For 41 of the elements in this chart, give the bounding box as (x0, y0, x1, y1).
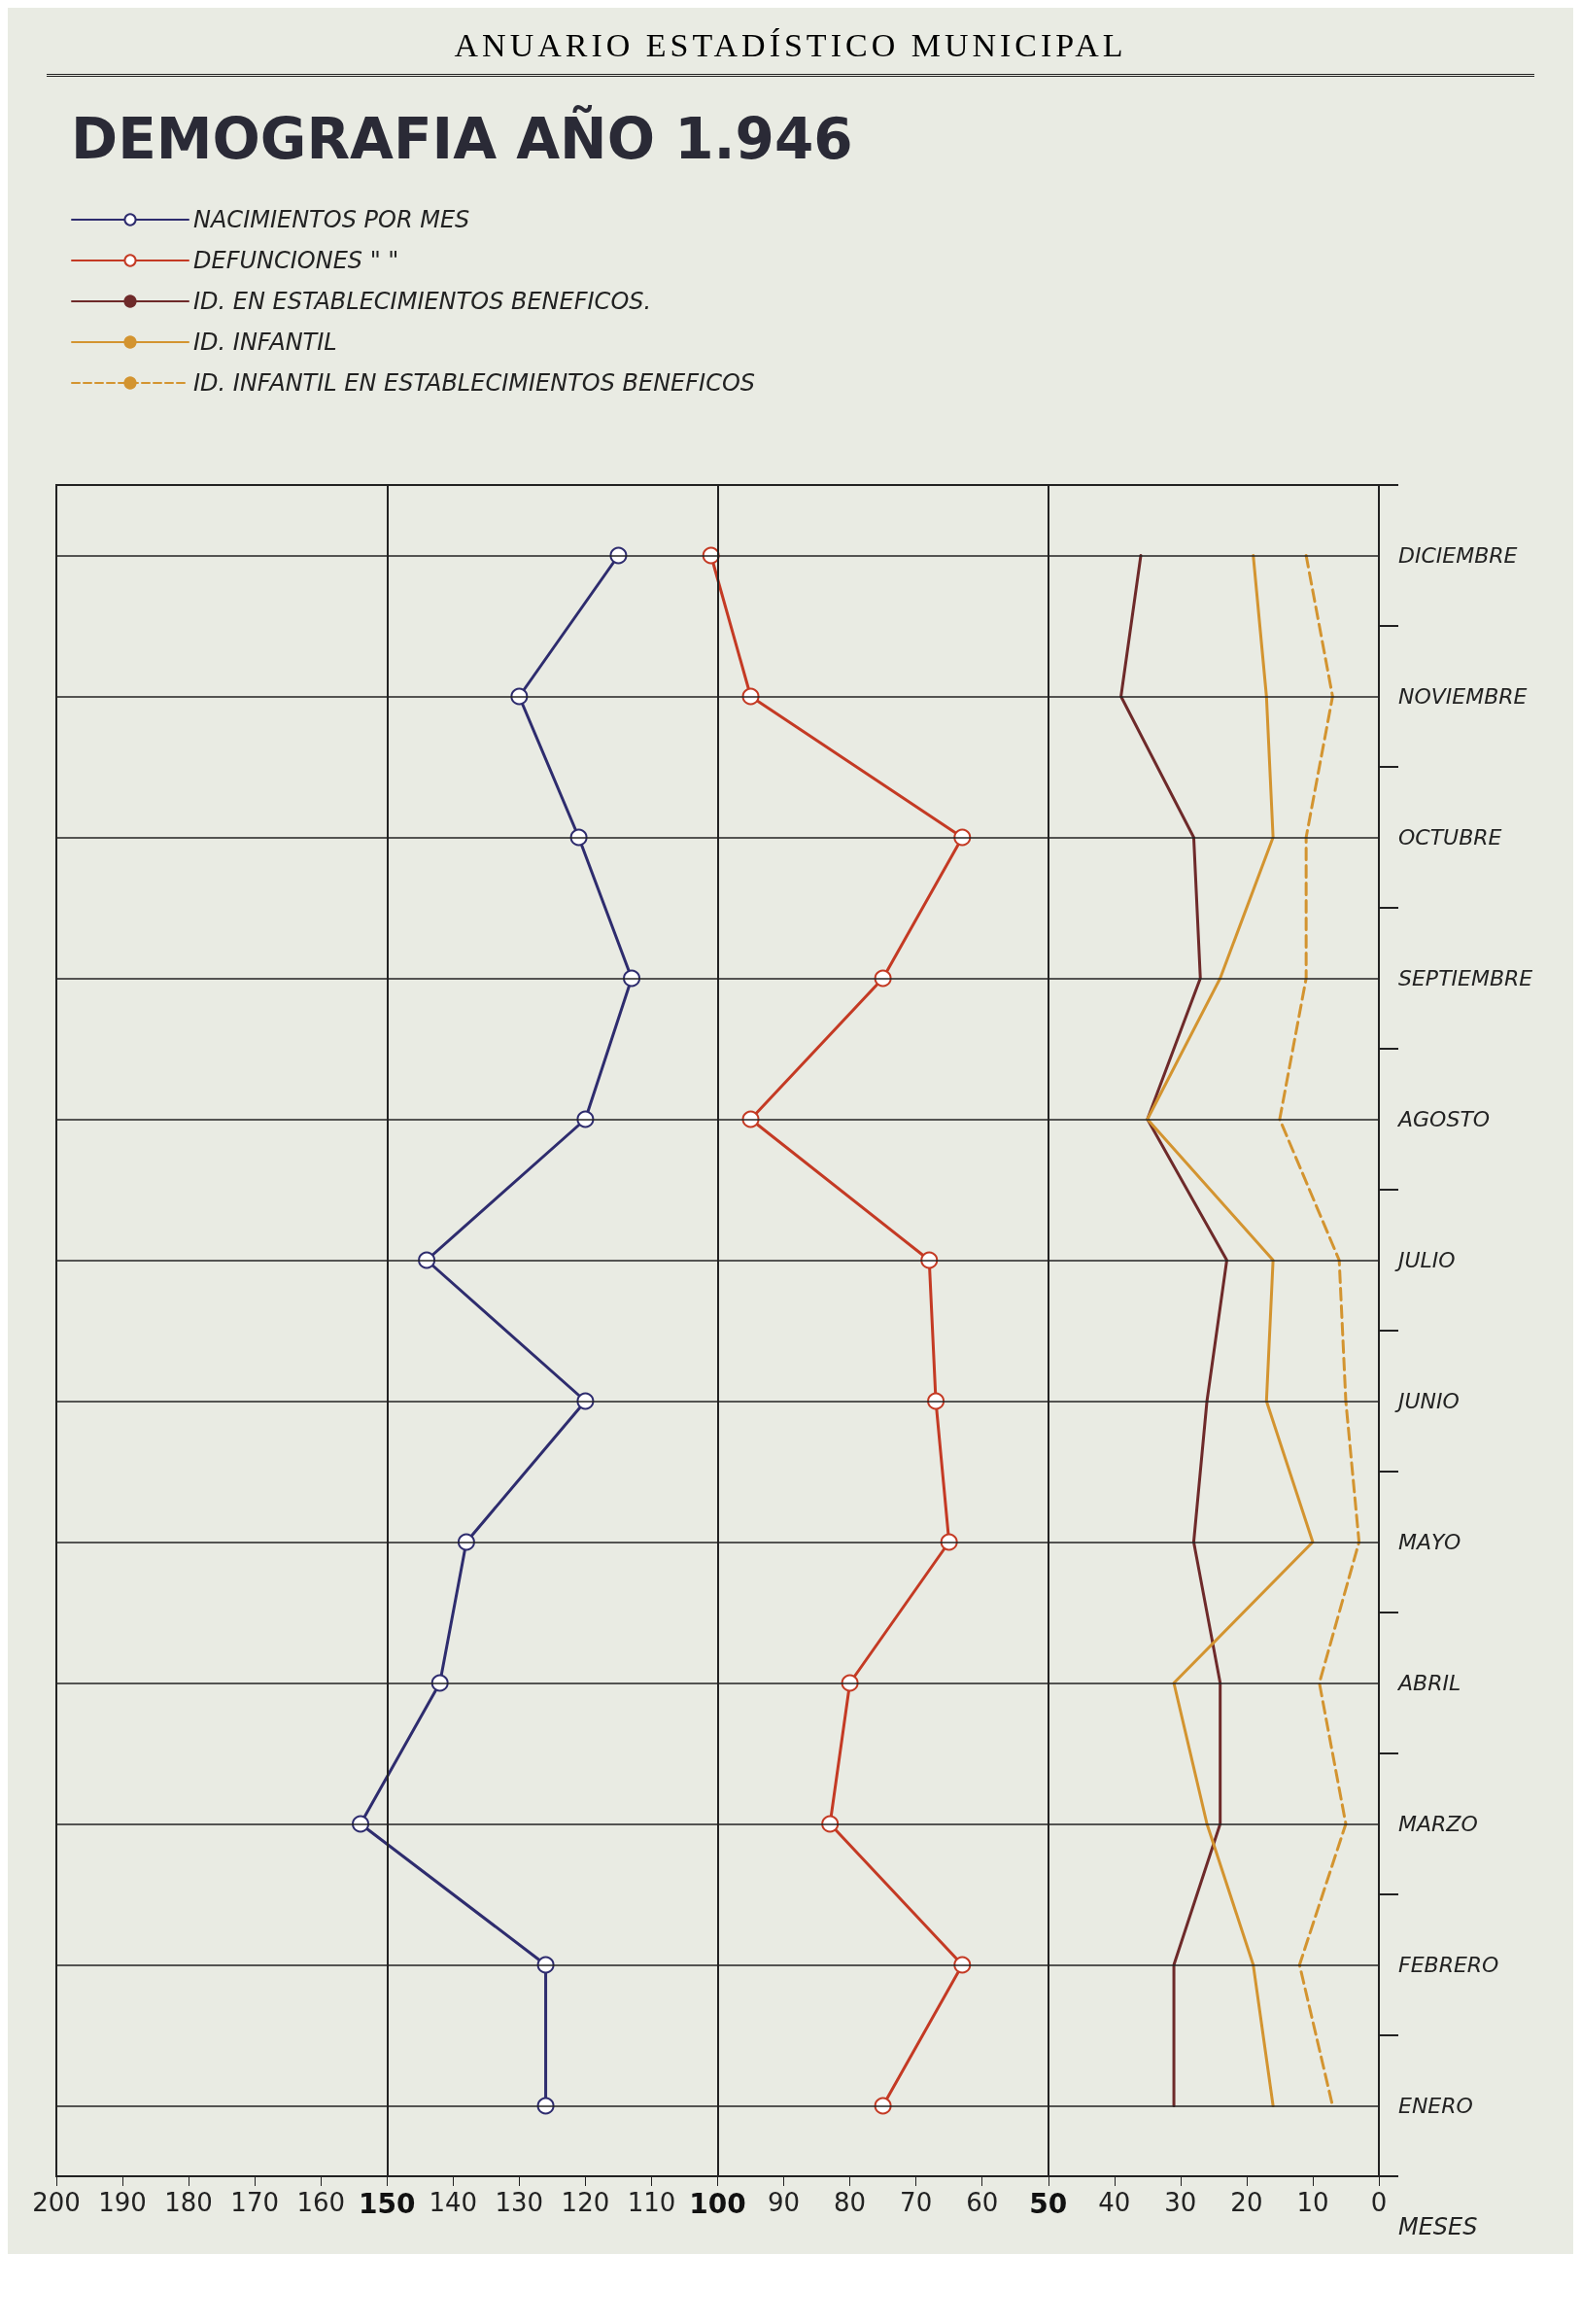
x-tick-label: 110 (627, 2188, 676, 2217)
x-tick-label: 60 (966, 2188, 999, 2217)
x-tick-label: 200 (32, 2188, 81, 2217)
y-axis-title: MESES (1398, 2213, 1478, 2240)
x-tick-label: 190 (98, 2188, 147, 2217)
y-tick-label: JUNIO (1394, 1389, 1460, 1413)
x-tick-label: 130 (495, 2188, 544, 2217)
x-tick-label: 90 (768, 2188, 801, 2217)
x-tick-label: 30 (1164, 2188, 1197, 2217)
x-tick-label: 160 (296, 2188, 346, 2217)
x-tick-label: 70 (900, 2188, 933, 2217)
legend-label: ID. INFANTIL EN ESTABLECIMIENTOS BENEFICOS (193, 369, 756, 397)
y-tick-label: FEBRERO (1398, 1953, 1499, 1977)
x-tick-label: 40 (1098, 2188, 1131, 2217)
text: ANUARIO ESTADÍSTICO MUNICIPAL (47, 8, 1534, 77)
legend-label: DEFUNCIONES " " (193, 247, 399, 274)
x-tick-label: 140 (429, 2188, 478, 2217)
y-tick-label: ABRIL (1396, 1671, 1461, 1695)
x-tick-label: 100 (689, 2187, 746, 2220)
y-tick-label: ENERO (1398, 2094, 1473, 2118)
y-tick-label: JULIO (1394, 1248, 1456, 1272)
x-tick-label: 10 (1296, 2188, 1329, 2217)
legend-label: ID. EN ESTABLECIMIENTOS BENEFICOS. (193, 288, 652, 315)
x-tick-label: 20 (1230, 2188, 1263, 2217)
y-tick-label: SEPTIEMBRE (1398, 966, 1533, 990)
legend-label: ID. INFANTIL (193, 329, 337, 356)
x-tick-label: 80 (834, 2188, 867, 2217)
x-tick-label: 120 (561, 2188, 610, 2217)
y-tick-label: AGOSTO (1396, 1107, 1491, 1131)
y-tick-label: NOVIEMBRE (1398, 684, 1528, 709)
x-tick-label: 50 (1029, 2187, 1068, 2220)
x-tick-label: 0 (1370, 2188, 1388, 2217)
y-tick-label: MAYO (1398, 1530, 1461, 1554)
legend-label: NACIMIENTOS POR MES (193, 206, 470, 233)
y-tick-label: DICIEMBRE (1398, 543, 1518, 568)
x-tick-label: 170 (230, 2188, 279, 2217)
y-tick-label: MARZO (1398, 1812, 1478, 1836)
chart-title: DEMOGRAFIA AÑO 1.946 (71, 105, 853, 172)
x-tick-label: 150 (359, 2187, 416, 2220)
x-tick-label: 180 (164, 2188, 213, 2217)
y-tick-label: OCTUBRE (1398, 825, 1502, 850)
